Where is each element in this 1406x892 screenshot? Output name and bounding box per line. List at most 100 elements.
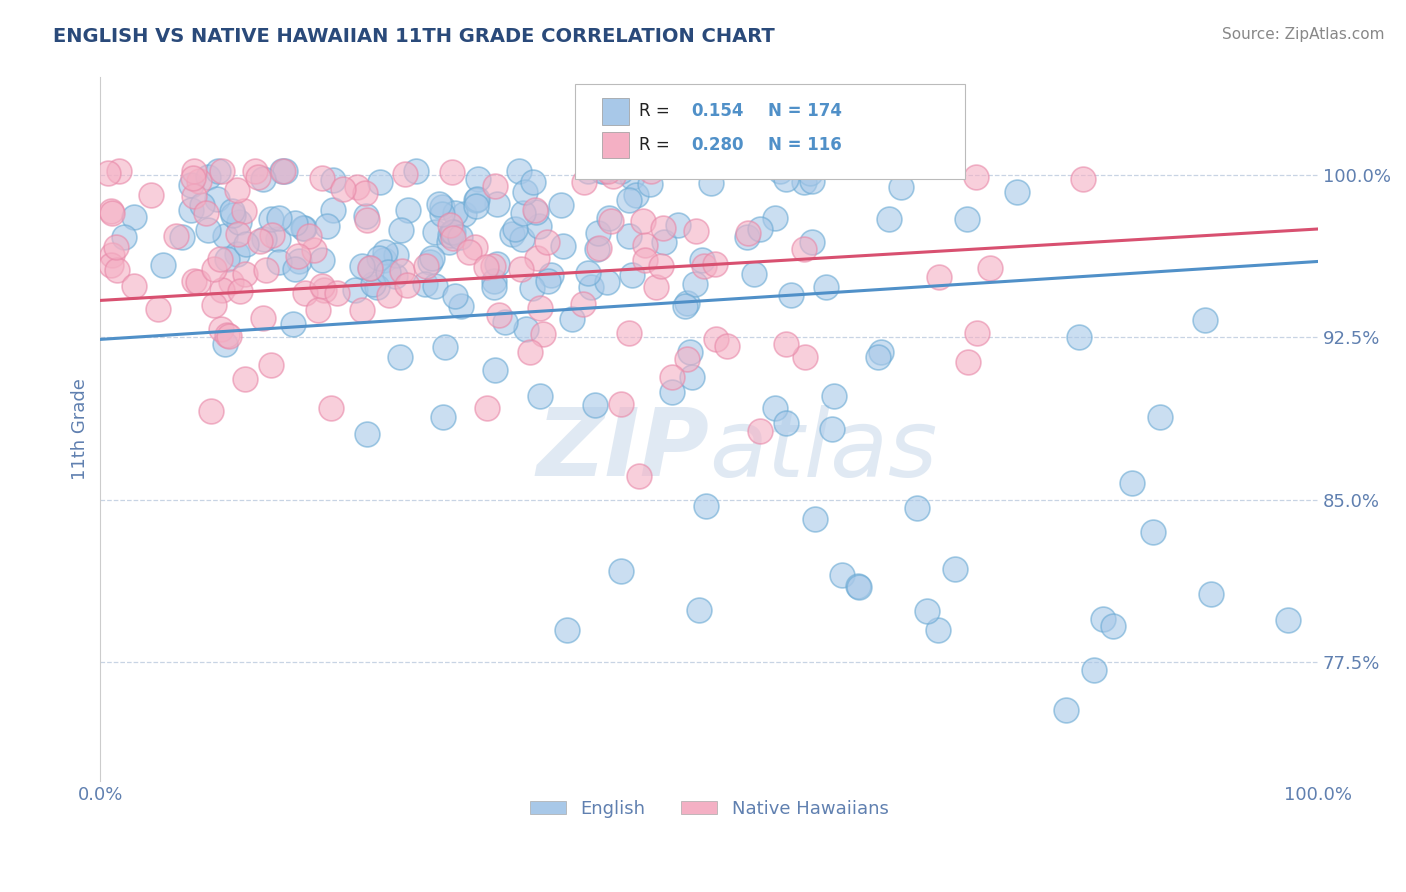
Point [100, 258, 122, 272]
Point [122, 210, 145, 224]
Point [246, 169, 269, 184]
Point [302, 243, 325, 257]
Point [482, 279, 505, 293]
Point [675, 351, 697, 366]
Text: atlas: atlas [709, 405, 938, 496]
Point [742, 268, 765, 282]
Point [617, 326, 640, 340]
Point [221, 204, 243, 219]
Point [661, 369, 683, 384]
Point [503, 222, 526, 236]
Point [181, 170, 204, 185]
Point [617, 228, 640, 243]
Point [202, 298, 225, 312]
Point [214, 229, 236, 244]
Point [1054, 703, 1077, 717]
Point [187, 276, 209, 290]
Point [735, 230, 758, 244]
Point [513, 185, 536, 199]
Point [519, 344, 541, 359]
Point [598, 211, 620, 225]
Point [801, 235, 824, 249]
Text: R =: R = [638, 103, 675, 120]
Point [235, 236, 257, 251]
Point [467, 172, 489, 186]
Point [704, 332, 727, 346]
Point [233, 371, 256, 385]
Point [315, 219, 337, 233]
Point [183, 189, 205, 203]
Point [170, 229, 193, 244]
Point [572, 175, 595, 189]
Point [576, 163, 599, 178]
Point [465, 192, 488, 206]
Point [571, 297, 593, 311]
Point [482, 259, 505, 273]
Text: Source: ZipAtlas.com: Source: ZipAtlas.com [1222, 27, 1385, 42]
Point [610, 397, 633, 411]
Point [444, 206, 467, 220]
Point [267, 232, 290, 246]
Text: 0.280: 0.280 [690, 136, 744, 154]
Point [391, 264, 413, 278]
Point [354, 186, 377, 200]
Point [346, 180, 368, 194]
Point [254, 263, 277, 277]
Point [194, 205, 217, 219]
Point [420, 251, 443, 265]
Point [494, 315, 516, 329]
Point [311, 278, 333, 293]
Point [890, 179, 912, 194]
Point [108, 163, 131, 178]
Point [284, 262, 307, 277]
Point [226, 227, 249, 241]
Point [965, 169, 987, 184]
Point [586, 227, 609, 241]
Point [228, 215, 250, 229]
Point [197, 170, 219, 185]
Point [298, 228, 321, 243]
Point [396, 203, 419, 218]
Point [464, 240, 486, 254]
Point [359, 261, 381, 276]
Point [444, 289, 467, 303]
Point [356, 426, 378, 441]
Point [633, 252, 655, 267]
Text: N = 174: N = 174 [768, 103, 842, 120]
Point [1194, 313, 1216, 327]
Point [441, 225, 464, 239]
Point [579, 279, 602, 293]
Point [1071, 172, 1094, 186]
Point [432, 200, 454, 214]
Point [650, 259, 672, 273]
Point [775, 417, 797, 431]
Text: ZIP: ZIP [536, 404, 709, 496]
Point [475, 260, 498, 274]
Point [222, 207, 245, 221]
Point [540, 268, 562, 282]
Point [661, 385, 683, 400]
Point [550, 198, 572, 212]
Point [512, 206, 534, 220]
Point [322, 172, 344, 186]
FancyBboxPatch shape [602, 98, 628, 125]
Point [510, 262, 533, 277]
Point [262, 227, 284, 242]
Point [139, 188, 162, 202]
Point [488, 308, 510, 322]
Point [928, 270, 950, 285]
Point [508, 163, 530, 178]
Point [560, 312, 582, 326]
Point [312, 283, 335, 297]
Point [218, 329, 240, 343]
Point [385, 248, 408, 262]
Point [526, 251, 548, 265]
Point [610, 565, 633, 579]
Point [215, 327, 238, 342]
Point [332, 181, 354, 195]
Point [322, 203, 344, 218]
Point [267, 255, 290, 269]
Point [749, 425, 772, 439]
Point [775, 337, 797, 351]
Point [432, 207, 454, 221]
